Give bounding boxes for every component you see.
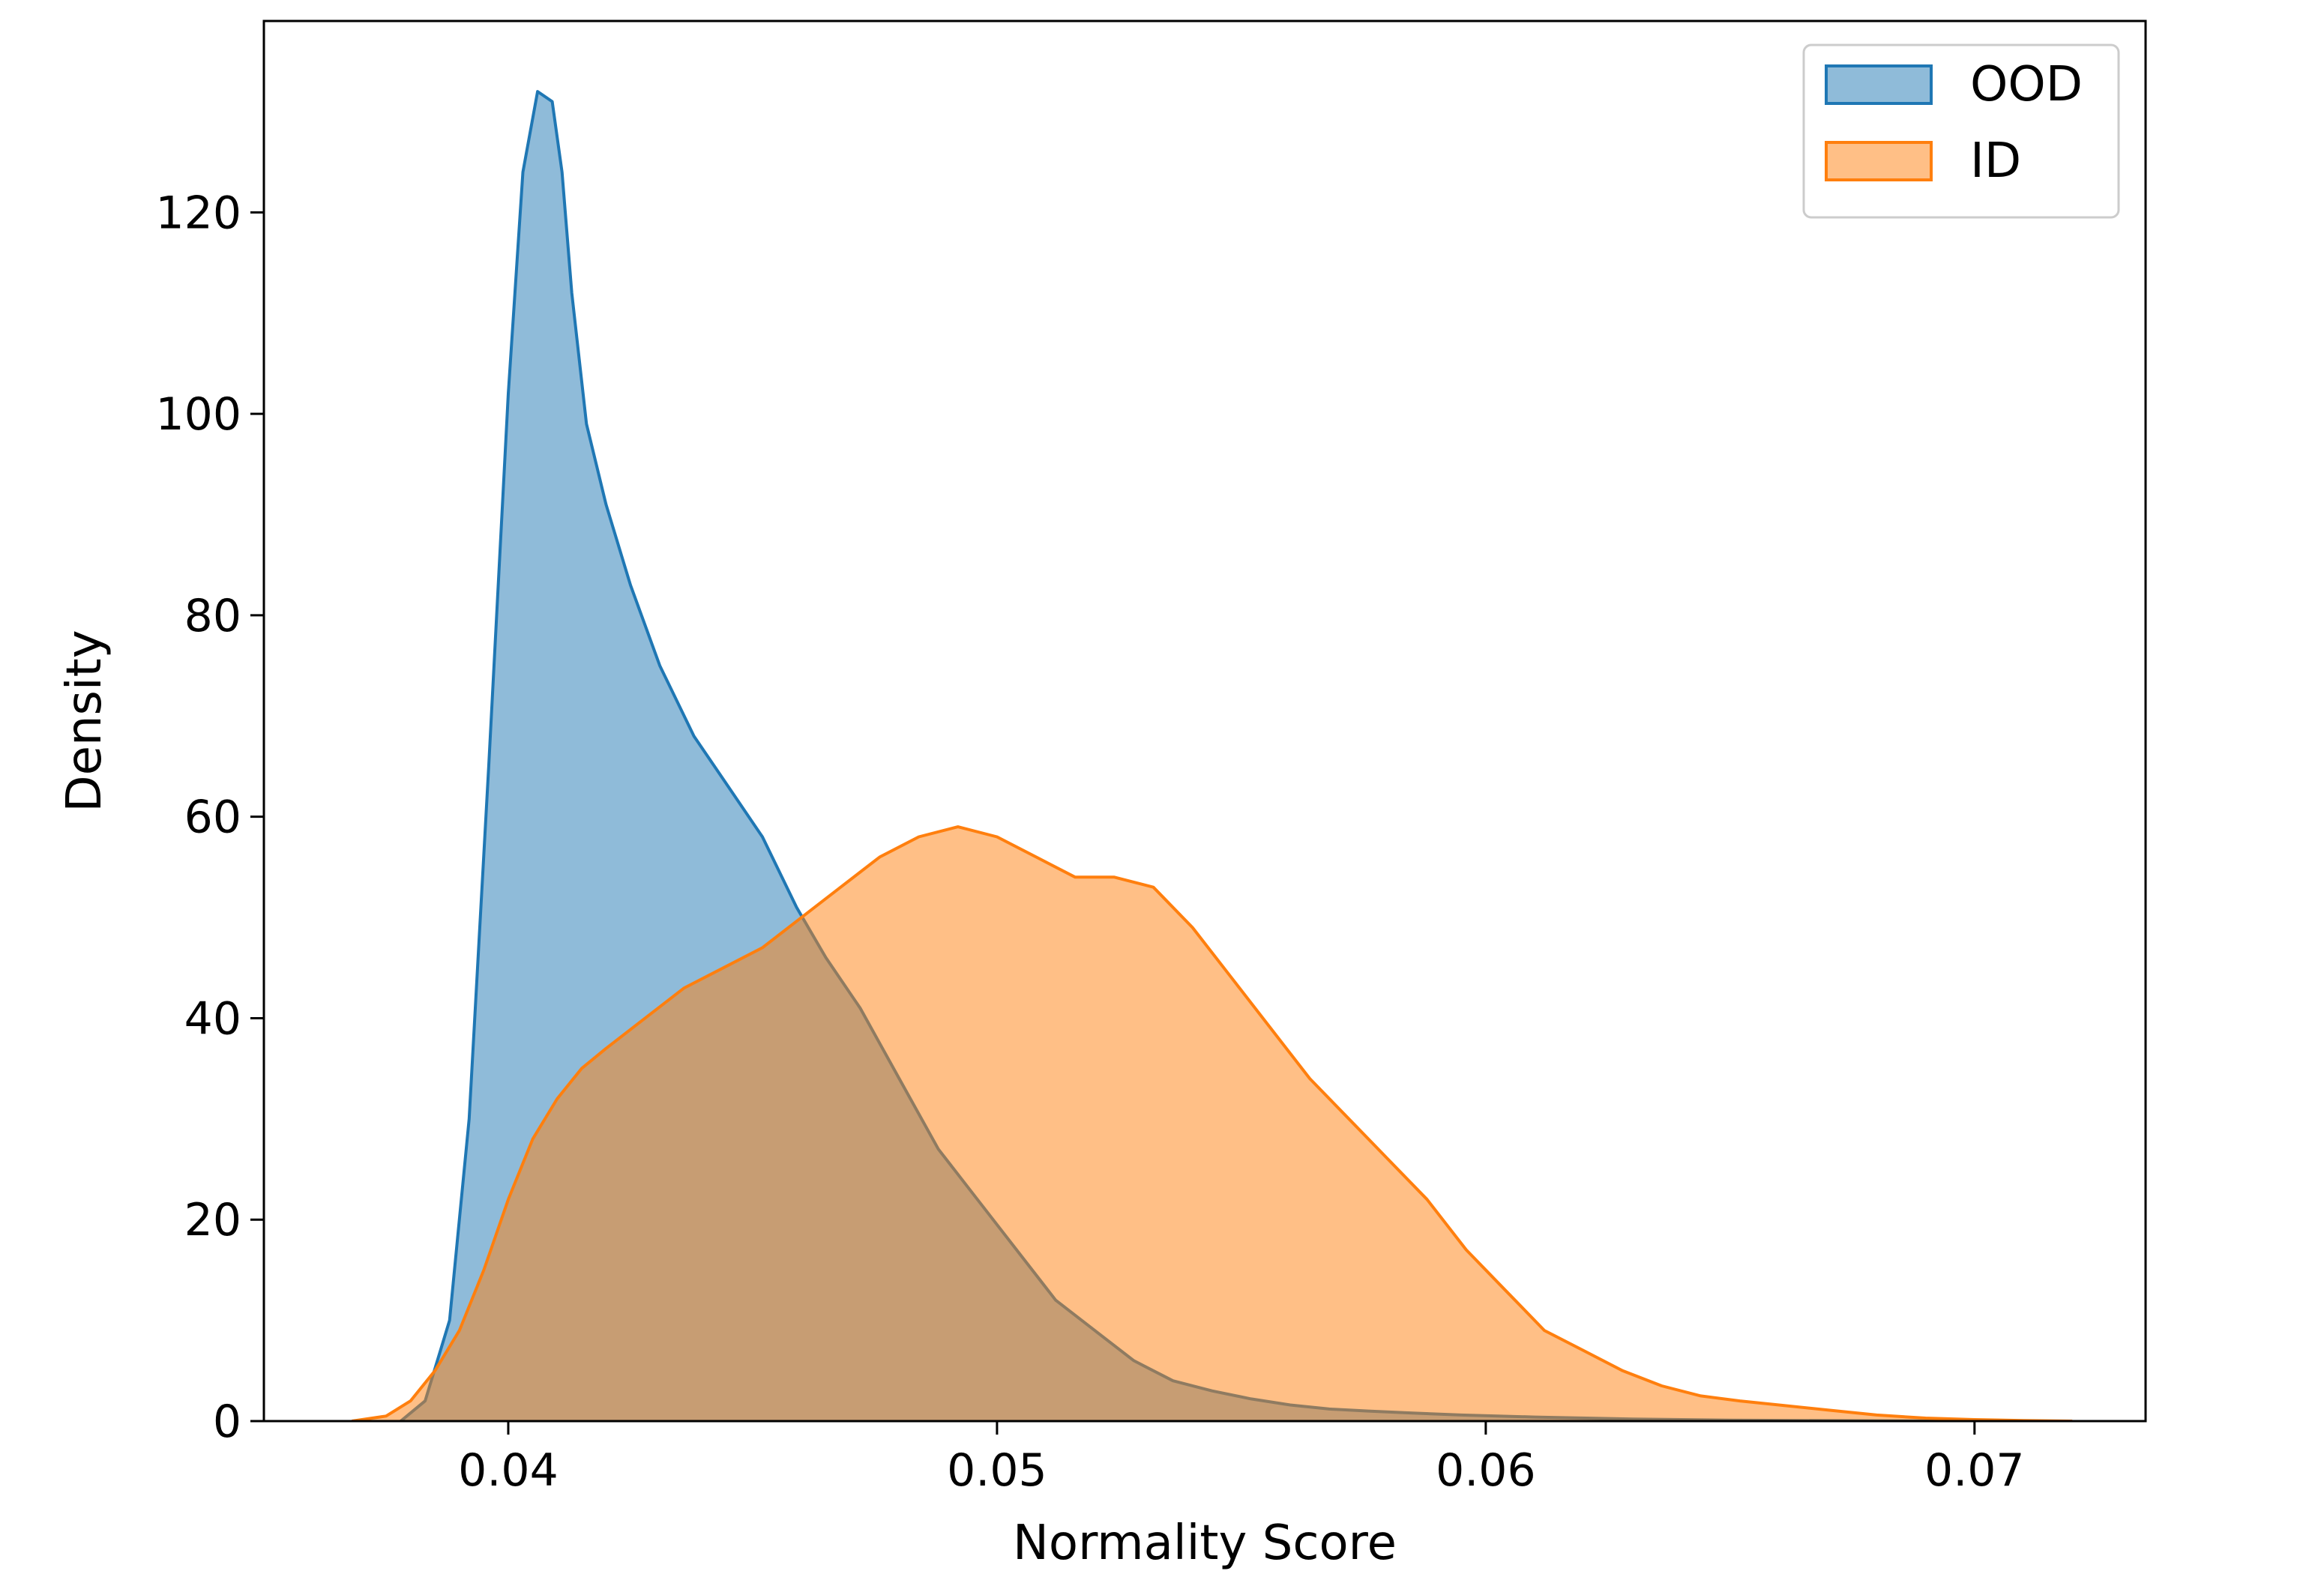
y-axis-label: Density [57, 630, 112, 812]
legend-label-id: ID [1970, 133, 2021, 189]
y-tick-label: 40 [184, 992, 241, 1045]
id-density-fill [352, 827, 2073, 1421]
y-tick-label: 0 [213, 1396, 241, 1448]
legend: OOD ID [1802, 43, 2120, 219]
x-axis-label: Normality Score [1013, 1516, 1397, 1571]
y-tick-label: 100 [155, 388, 241, 441]
plot-area [352, 90, 2073, 1421]
legend-swatch-id [1825, 141, 1933, 181]
axes-frame [262, 19, 2147, 1423]
y-tick-label: 80 [184, 590, 241, 642]
x-axis-ticks: 0.04 0.05 0.06 0.07 [458, 1421, 2025, 1497]
y-tick-label: 60 [184, 791, 241, 844]
x-tick-label: 0.04 [458, 1444, 559, 1497]
id-density-line [352, 825, 2073, 1421]
series-layer [352, 90, 2073, 1421]
legend-label-ood: OOD [1970, 57, 2083, 112]
y-tick-label: 20 [184, 1194, 241, 1246]
x-tick-label: 0.06 [1436, 1444, 1536, 1497]
x-tick-label: 0.07 [1924, 1444, 2025, 1497]
y-tick-label: 120 [155, 187, 241, 239]
legend-swatch-ood [1825, 64, 1933, 105]
x-tick-label: 0.05 [947, 1444, 1047, 1497]
y-axis-ticks: 0 20 40 60 80 100 120 [155, 187, 264, 1448]
